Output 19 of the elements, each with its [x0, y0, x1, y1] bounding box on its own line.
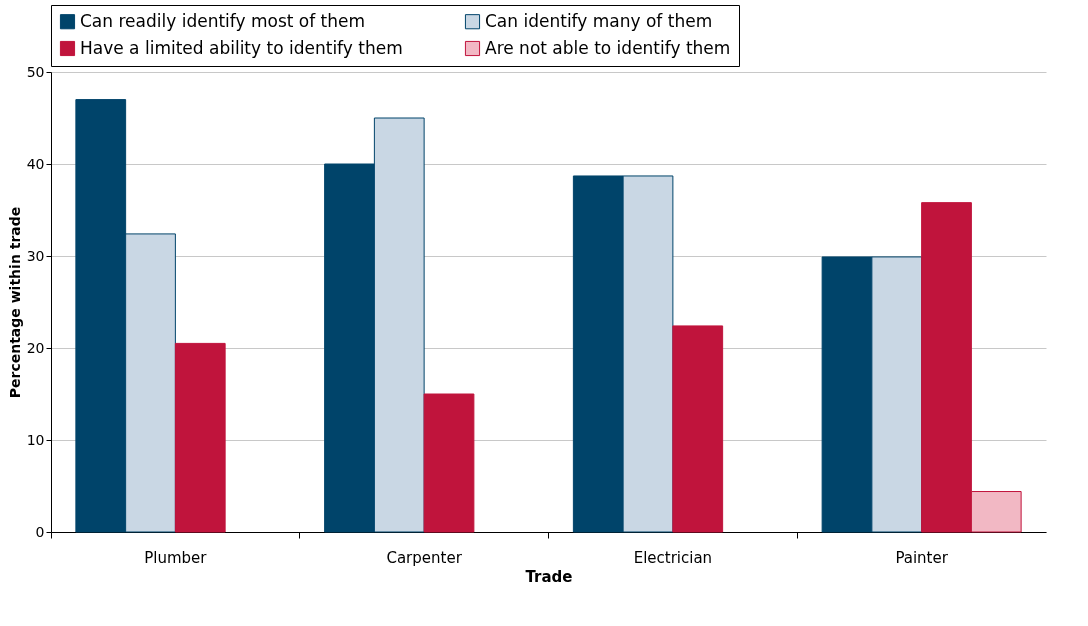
x-axis-title: Trade: [525, 567, 573, 586]
x-tick-label: Painter: [895, 548, 949, 567]
legend-label: Can readily identify most of them: [80, 10, 366, 31]
y-tick-label: 50: [26, 63, 45, 80]
y-tick-label: 20: [26, 339, 45, 356]
bar: [423, 393, 475, 533]
x-tick-label: Electrician: [633, 548, 713, 567]
y-axis-title: Percentage within trade: [6, 206, 23, 399]
legend-label: Are not able to identify them: [485, 37, 731, 58]
y-tick-label: 30: [26, 247, 45, 264]
legend-label: Have a limited ability to identify them: [80, 37, 403, 58]
y-tick-label: 10: [26, 431, 45, 448]
bar: [174, 342, 226, 533]
x-tick-label: Carpenter: [386, 548, 463, 567]
bar: [672, 325, 724, 533]
y-tick-label: 0: [35, 523, 45, 540]
x-tick-label: Plumber: [144, 548, 208, 567]
y-tick-label: 40: [26, 155, 45, 172]
legend-label: Can identify many of them: [485, 10, 713, 31]
